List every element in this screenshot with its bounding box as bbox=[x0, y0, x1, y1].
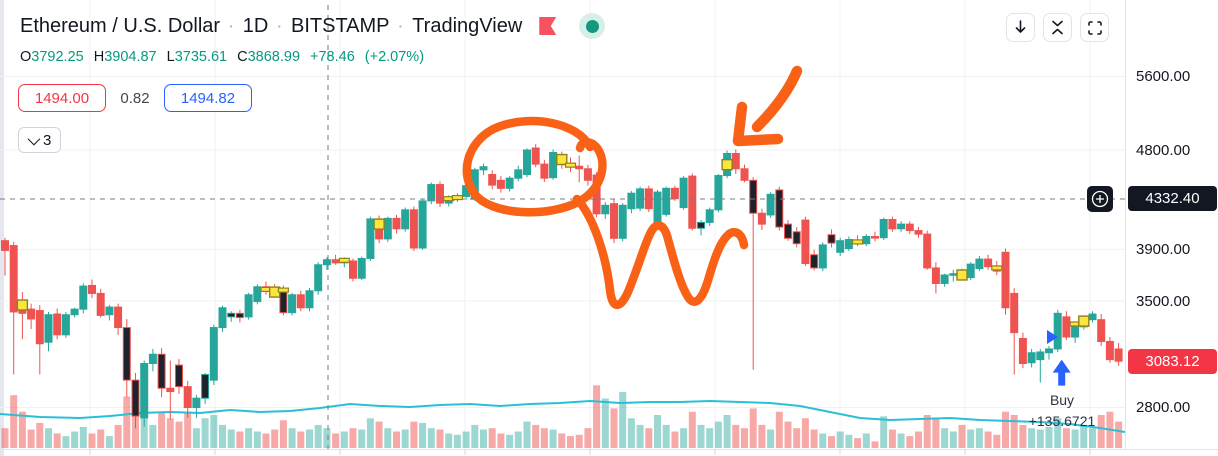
volume-bars bbox=[1, 385, 1123, 448]
low-value: 3735.61 bbox=[174, 49, 228, 65]
collapse-icon bbox=[1052, 20, 1063, 35]
collapse-count: 3 bbox=[43, 131, 52, 149]
interval-label[interactable]: 1D bbox=[242, 14, 269, 37]
drawing-circle[interactable] bbox=[462, 116, 607, 217]
axis-price-tick: 3900.00 bbox=[1136, 241, 1191, 259]
order-marker-dash[interactable] bbox=[338, 257, 350, 263]
price-axis[interactable]: 5600.00 4800.00 3900.00 3500.00 2800.00 4332.… bbox=[1125, 0, 1218, 449]
flag-icon[interactable] bbox=[539, 17, 557, 35]
symbol-name[interactable]: Ethereum / U.S. Dollar bbox=[20, 14, 221, 37]
volume-ma-line[interactable] bbox=[0, 400, 1126, 433]
left-edge-strip bbox=[0, 0, 4, 456]
buy-arrow-icon[interactable] bbox=[1052, 359, 1071, 386]
ohlc-readout: O3792.25 H3904.87 L3735.61 C3868.99 +78.… bbox=[20, 49, 425, 65]
drawing-arrow-head[interactable] bbox=[732, 101, 784, 147]
axis-price-tick: 4800.00 bbox=[1136, 142, 1191, 159]
trade-markers bbox=[16, 153, 1090, 386]
download-button[interactable] bbox=[1006, 13, 1035, 42]
arrow-down-icon bbox=[1015, 20, 1026, 33]
order-marker-dash[interactable] bbox=[277, 287, 289, 293]
change-value: +78.46 bbox=[310, 49, 355, 65]
spread-value: 0.82 bbox=[120, 89, 150, 107]
drawing-w-scribble[interactable] bbox=[572, 194, 749, 310]
order-marker-box[interactable] bbox=[956, 269, 968, 281]
sell-button[interactable]: 1494.00 bbox=[18, 84, 106, 112]
crosshair-price-label: 4332.40 bbox=[1128, 186, 1217, 212]
separator-dot: · bbox=[398, 18, 404, 34]
order-marker-dash[interactable] bbox=[564, 162, 577, 168]
add-alert-button[interactable] bbox=[1087, 185, 1113, 212]
change-percent: (+2.07%) bbox=[364, 49, 425, 65]
buy-button[interactable]: 1494.82 bbox=[164, 84, 252, 112]
exchange-label[interactable]: BITSTAMP bbox=[291, 14, 390, 37]
close-value: 3868.99 bbox=[247, 49, 301, 65]
fullscreen-button[interactable] bbox=[1080, 13, 1109, 42]
chart-toolbar bbox=[1006, 13, 1109, 42]
order-entry-row: 1494.00 0.82 1494.82 bbox=[18, 84, 252, 112]
connection-status-icon[interactable] bbox=[579, 13, 606, 39]
order-marker-box[interactable] bbox=[16, 299, 29, 311]
order-marker-dash[interactable] bbox=[851, 239, 864, 245]
drawing-annotations[interactable] bbox=[462, 65, 803, 310]
svg-text:Buy: Buy bbox=[1050, 392, 1074, 408]
symbol-titlebar: Ethereum / U.S. Dollar · 1D · BITSTAMP ·… bbox=[20, 13, 606, 39]
separator-dot: · bbox=[229, 18, 234, 34]
separator-dot: · bbox=[277, 18, 282, 34]
gridlines bbox=[0, 0, 1125, 455]
axis-price-tick: 2800.00 bbox=[1136, 399, 1191, 417]
order-marker-box[interactable] bbox=[721, 158, 733, 171]
brand-label: TradingView bbox=[412, 14, 523, 37]
order-marker-box[interactable] bbox=[1078, 315, 1090, 327]
axis-price-tick: 3500.00 bbox=[1136, 292, 1191, 310]
order-marker-box[interactable] bbox=[556, 153, 568, 166]
collapse-count-button[interactable]: 3 bbox=[18, 127, 62, 153]
order-marker-dash[interactable] bbox=[991, 265, 1003, 271]
candles bbox=[1, 144, 1123, 429]
position-marker-icon[interactable] bbox=[1047, 330, 1058, 345]
svg-text:+135.6721: +135.6721 bbox=[1029, 413, 1096, 429]
axis-price-tick: 5600.00 bbox=[1136, 68, 1191, 86]
order-marker-box[interactable] bbox=[373, 218, 385, 230]
chevron-down-icon bbox=[27, 132, 41, 145]
fullscreen-icon bbox=[1087, 20, 1102, 35]
crosshair bbox=[0, 5, 1125, 449]
last-price-label: 3083.12 bbox=[1128, 348, 1217, 374]
drawing-arrow-shaft[interactable] bbox=[751, 65, 803, 133]
open-value: 3792.25 bbox=[31, 49, 84, 65]
pane-separator[interactable] bbox=[0, 449, 1218, 450]
buy-order-label[interactable]: Buy +135.6721 bbox=[1029, 392, 1096, 429]
order-marker-dash[interactable] bbox=[451, 194, 463, 201]
high-value: 3904.87 bbox=[104, 49, 157, 65]
collapse-panes-button[interactable] bbox=[1043, 13, 1072, 42]
